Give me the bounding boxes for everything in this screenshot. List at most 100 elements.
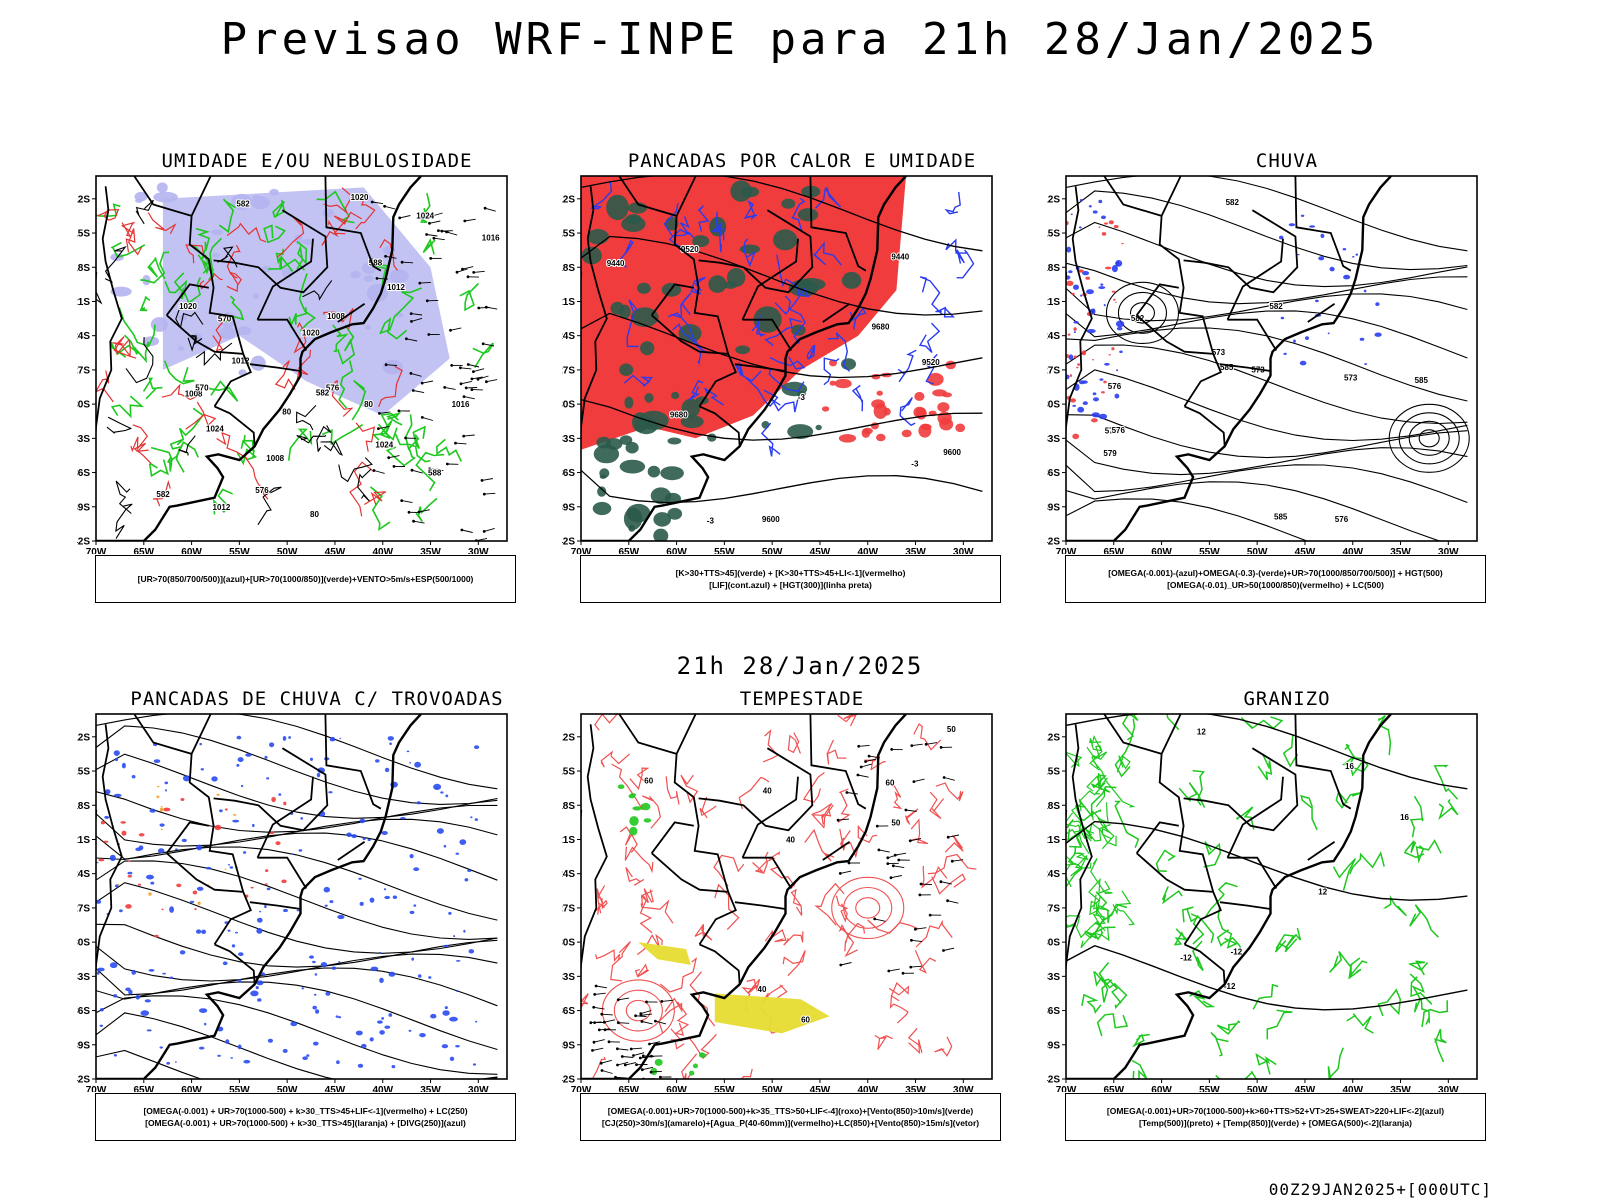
temp-500-contour bbox=[1066, 820, 1468, 901]
divergence-patch bbox=[328, 791, 333, 794]
precipitable-water-contour bbox=[838, 924, 858, 958]
wind-vector-head bbox=[639, 1013, 643, 1017]
divergence-patch bbox=[115, 754, 119, 756]
wind-850-patch bbox=[632, 806, 642, 811]
border-line bbox=[1307, 303, 1336, 323]
wind-850-patch bbox=[699, 1052, 704, 1055]
divergence-patch bbox=[448, 911, 452, 915]
omega-patch bbox=[1300, 214, 1305, 217]
border-line bbox=[1307, 841, 1336, 861]
storm-patch bbox=[224, 808, 228, 811]
omega-patch bbox=[1104, 362, 1110, 366]
precipitable-water-contour bbox=[927, 853, 977, 875]
wind-vector-head bbox=[431, 468, 434, 471]
humid-patch bbox=[302, 238, 314, 245]
lat-label: 30S bbox=[562, 938, 575, 949]
contour-label: -3 bbox=[798, 393, 806, 402]
thickness-contour bbox=[185, 244, 205, 264]
pressure-contour bbox=[106, 416, 133, 434]
border-line bbox=[337, 303, 366, 323]
wind-vector-head bbox=[942, 949, 945, 952]
lifted-index-contour bbox=[944, 191, 961, 215]
omega-patch bbox=[1068, 270, 1073, 274]
wind-vector bbox=[846, 792, 858, 795]
wind-vector bbox=[915, 927, 927, 930]
low-level-humidity-contour bbox=[296, 240, 308, 270]
divergence-patch bbox=[444, 1006, 448, 1010]
wind-vector bbox=[464, 218, 476, 222]
temp-850-contour bbox=[1275, 927, 1302, 949]
divergence-patch bbox=[266, 777, 270, 780]
lon-label: 65W bbox=[134, 1085, 155, 1092]
low-level-humidity-contour bbox=[338, 360, 354, 409]
lat-label: 33S bbox=[77, 434, 90, 445]
divergence-patch bbox=[413, 904, 417, 907]
divergence-patch bbox=[99, 1024, 103, 1027]
divergence-patch bbox=[445, 794, 449, 798]
divergence-patch bbox=[346, 832, 352, 838]
temp-850-contour bbox=[1433, 1028, 1447, 1063]
wind-vector-head bbox=[446, 462, 449, 466]
divergence-patch bbox=[104, 789, 111, 795]
wind-vector bbox=[481, 478, 493, 481]
wind-vector-head bbox=[908, 839, 912, 843]
rain-patch bbox=[1077, 363, 1081, 366]
divergence-patch bbox=[378, 951, 382, 954]
wind-vector-head bbox=[450, 364, 454, 367]
divergence-patch bbox=[406, 750, 410, 753]
panel-heat-humidity-showers: PANCADAS POR CALOR E UMIDADE 9680 9680 960… bbox=[562, 150, 1042, 625]
precipitable-water-contour bbox=[752, 851, 769, 874]
contour-label: 576 bbox=[1335, 515, 1349, 524]
thickness-contour bbox=[293, 321, 307, 354]
divergence-patch bbox=[383, 888, 387, 891]
divergence-patch bbox=[408, 1029, 412, 1032]
lifted-index-contour bbox=[712, 227, 725, 253]
temp-850-contour bbox=[1205, 882, 1238, 917]
divergence-patch bbox=[310, 757, 313, 761]
omega-patch bbox=[1068, 354, 1074, 360]
lat-label: 39S bbox=[562, 1040, 575, 1051]
low-level-humidity-contour bbox=[280, 254, 306, 272]
lon-label: 45W bbox=[325, 1085, 346, 1092]
wind-vector bbox=[411, 313, 423, 316]
contour-label: 570 bbox=[195, 384, 209, 393]
precipitable-water-contour bbox=[835, 895, 849, 923]
contour-label: 9520 bbox=[922, 358, 940, 367]
precipitable-water-contour bbox=[837, 788, 851, 823]
contour-label: -12 bbox=[1180, 954, 1192, 963]
thickness-contour bbox=[321, 219, 339, 246]
border-line bbox=[581, 724, 608, 980]
wind-vector bbox=[622, 1056, 634, 1058]
wind-vector-head bbox=[616, 1063, 619, 1067]
divergence-patch bbox=[211, 776, 218, 782]
divergence-patch bbox=[409, 910, 415, 915]
instability-patch bbox=[621, 216, 646, 232]
divergence-patch bbox=[109, 854, 116, 862]
wind-vector-head bbox=[838, 872, 842, 875]
divergence-patch bbox=[323, 886, 330, 893]
omega-patch bbox=[1318, 256, 1325, 261]
wind-vector bbox=[878, 849, 890, 853]
wind-vector-head bbox=[946, 835, 950, 839]
humid-patch bbox=[252, 293, 259, 299]
lon-label: 60W bbox=[1151, 547, 1172, 554]
contour-label: 50 bbox=[891, 818, 900, 827]
temp-850-contour bbox=[1093, 971, 1113, 1003]
divergence-patch bbox=[227, 929, 231, 932]
instability-patch bbox=[667, 507, 683, 520]
precipitable-water-contour bbox=[741, 1068, 753, 1079]
border-line bbox=[133, 714, 192, 755]
divergence-patch bbox=[389, 742, 392, 745]
border-line bbox=[809, 176, 867, 272]
wind-vector-head bbox=[918, 893, 922, 897]
low-level-humidity-contour bbox=[110, 395, 145, 419]
panel-storm: TEMPESTADE 40 40 40 50 50 60 60 60 12S 15S 18S 21S 2… bbox=[562, 688, 1042, 1163]
thickness-contour bbox=[125, 228, 143, 256]
wind-vector bbox=[655, 1020, 667, 1025]
wind-vector bbox=[893, 865, 905, 869]
contour-label: 80 bbox=[364, 400, 373, 409]
lon-label: 70W bbox=[571, 1085, 592, 1092]
wind-vector bbox=[857, 774, 869, 778]
wind-vector bbox=[940, 881, 952, 885]
thickness-contour bbox=[97, 208, 120, 221]
